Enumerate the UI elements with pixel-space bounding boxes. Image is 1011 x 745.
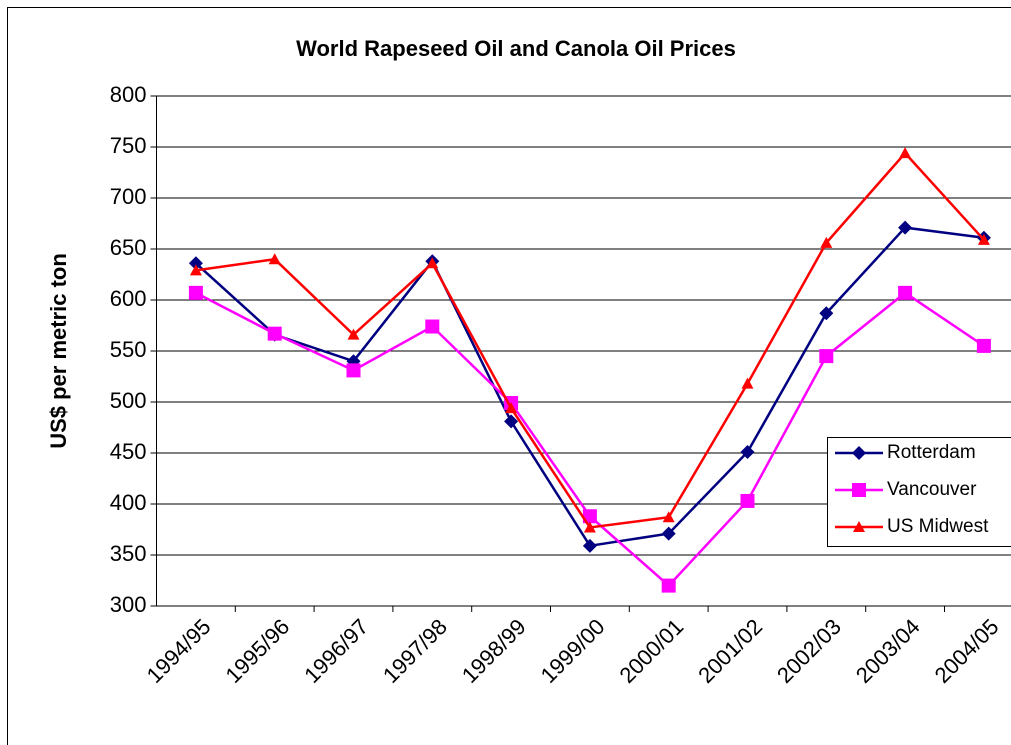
marker <box>268 253 281 265</box>
marker <box>819 306 834 321</box>
marker <box>505 402 518 414</box>
legend-marker <box>852 483 866 497</box>
legend-label: Rotterdam <box>887 442 976 463</box>
marker <box>898 220 913 235</box>
marker <box>504 414 519 429</box>
legend-marker <box>852 446 866 460</box>
marker <box>820 236 833 248</box>
y-tick-label: 750 <box>110 133 147 158</box>
y-tick-label: 450 <box>110 439 147 464</box>
marker <box>347 328 360 340</box>
y-tick-label: 800 <box>110 82 147 107</box>
x-tick-label: 2003/04 <box>851 614 925 688</box>
x-tick-label: 1998/99 <box>457 614 531 688</box>
marker <box>899 147 912 159</box>
y-tick-label: 650 <box>110 235 147 260</box>
marker <box>661 578 676 593</box>
x-tick-label: 1996/97 <box>299 614 373 688</box>
y-tick-label: 500 <box>110 388 147 413</box>
x-tick-label: 1997/98 <box>378 614 452 688</box>
marker <box>583 521 596 533</box>
marker <box>582 509 597 524</box>
chart-frame <box>7 7 1011 745</box>
marker <box>661 526 676 541</box>
x-tick-label: 2001/02 <box>693 614 767 688</box>
y-tick-label: 600 <box>110 286 147 311</box>
y-axis-label: US$ per metric ton <box>46 253 71 449</box>
marker <box>582 538 597 553</box>
marker <box>977 233 990 245</box>
x-tick-label: 2000/01 <box>614 614 688 688</box>
marker <box>662 511 675 523</box>
y-tick-label: 350 <box>110 541 147 566</box>
marker <box>819 349 834 364</box>
chart-title: World Rapeseed Oil and Canola Oil Prices <box>296 36 736 61</box>
y-tick-label: 400 <box>110 490 147 515</box>
legend-marker <box>853 521 865 532</box>
marker <box>740 493 755 508</box>
x-tick-label: 2002/03 <box>772 614 846 688</box>
legend-label: US Midwest <box>887 516 989 537</box>
y-tick-label: 550 <box>110 337 147 362</box>
x-tick-label: 1995/96 <box>220 614 294 688</box>
marker <box>189 264 202 276</box>
y-tick-label: 300 <box>110 592 147 617</box>
marker <box>267 326 282 341</box>
x-tick-label: 1994/95 <box>142 614 216 688</box>
marker <box>976 338 991 353</box>
y-tick-label: 700 <box>110 184 147 209</box>
x-tick-label: 2004/05 <box>930 614 1004 688</box>
marker <box>426 257 439 269</box>
marker <box>425 319 440 334</box>
marker <box>898 285 913 300</box>
marker <box>740 444 755 459</box>
marker <box>741 377 754 389</box>
marker <box>188 256 203 271</box>
x-tick-label: 1999/00 <box>536 614 610 688</box>
marker <box>188 285 203 300</box>
marker <box>346 363 361 378</box>
legend-label: Vancouver <box>887 479 977 500</box>
